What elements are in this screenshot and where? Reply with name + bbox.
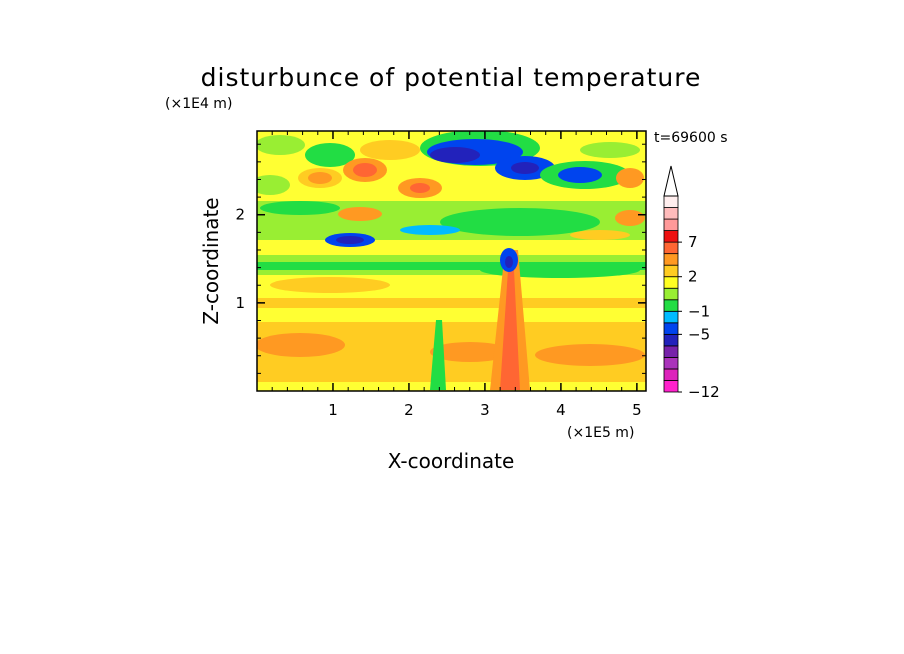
colorbar-labels: 7 2 −1 −5 −12 — [678, 233, 720, 401]
y-ticks: 12 — [235, 143, 646, 374]
contour-band — [257, 240, 646, 252]
contour-blob — [570, 230, 630, 240]
contour-blob — [410, 183, 430, 193]
contour-blob — [338, 207, 382, 221]
contour-blob — [400, 225, 460, 235]
contour-blob — [260, 201, 340, 215]
colorbar-level — [663, 287, 679, 301]
contour-blob — [308, 172, 332, 184]
contour-band — [257, 262, 646, 270]
y-tick-label: 2 — [235, 206, 245, 224]
colorbar-label: −1 — [688, 302, 710, 320]
x-tick-label: 3 — [480, 401, 490, 419]
colorbar-level — [663, 333, 679, 347]
contour-band — [257, 298, 646, 308]
colorbar-extend-arrow — [663, 165, 679, 197]
y-tick-label: 1 — [235, 294, 245, 312]
colorbar-level — [663, 322, 679, 335]
contour-blob — [616, 168, 644, 188]
contour-blob — [580, 142, 640, 158]
contour-blob — [505, 256, 513, 268]
time-label: t=69600 s — [654, 130, 728, 146]
colorbar-level — [663, 310, 679, 324]
contour-blob — [440, 208, 600, 236]
plot-frame — [256, 130, 647, 392]
x-tick-label: 2 — [404, 401, 414, 419]
colorbar-level — [663, 230, 679, 243]
chart-title: disturbunce of potential temperature — [201, 63, 702, 92]
colorbar-level — [663, 241, 679, 255]
contour-blob — [270, 277, 390, 293]
contour-blob — [615, 210, 645, 226]
contour-blob — [360, 140, 420, 160]
colorbar-label: 2 — [688, 268, 698, 286]
contour-blob — [353, 163, 377, 177]
plume — [430, 320, 446, 390]
contour-blob — [430, 342, 510, 362]
x-unit-label: (×1E5 m) — [567, 425, 634, 441]
contour-blob — [305, 143, 355, 167]
colorbar-level — [663, 195, 679, 208]
colorbar-level — [663, 357, 679, 370]
colorbar-level — [663, 264, 679, 278]
colorbar-label: 7 — [688, 233, 698, 251]
x-tick-label: 5 — [632, 401, 642, 419]
plume — [500, 270, 520, 390]
y-axis-label: Z-coordinate — [199, 197, 223, 324]
x-tick-label: 4 — [556, 401, 566, 419]
x-tick-label: 1 — [328, 401, 338, 419]
y-unit-label: (×1E4 m) — [165, 96, 232, 112]
colorbar-label: −12 — [688, 383, 720, 401]
contour-blob — [257, 175, 290, 195]
colorbar-level — [663, 276, 679, 289]
contour-blob — [336, 236, 364, 244]
colorbar — [663, 165, 679, 393]
contour-field — [257, 131, 646, 391]
colorbar-level — [663, 207, 679, 220]
x-axis-label: X-coordinate — [388, 449, 515, 473]
colorbar-level — [663, 345, 679, 358]
colorbar-label: −5 — [688, 325, 710, 343]
contour-blob — [558, 167, 602, 183]
colorbar-level — [663, 299, 679, 312]
contour-blob — [511, 162, 539, 174]
contour-blob — [257, 333, 345, 357]
colorbar-level — [663, 368, 679, 381]
contour-blob — [350, 327, 410, 339]
contour-blob — [257, 135, 305, 155]
colorbar-level — [663, 380, 679, 393]
x-ticks: 1 2 3 4 5 — [271, 131, 642, 419]
colorbar-level — [663, 218, 679, 231]
colorbar-level — [663, 253, 679, 266]
contour-blob — [535, 344, 645, 366]
contour-blob — [430, 147, 480, 163]
